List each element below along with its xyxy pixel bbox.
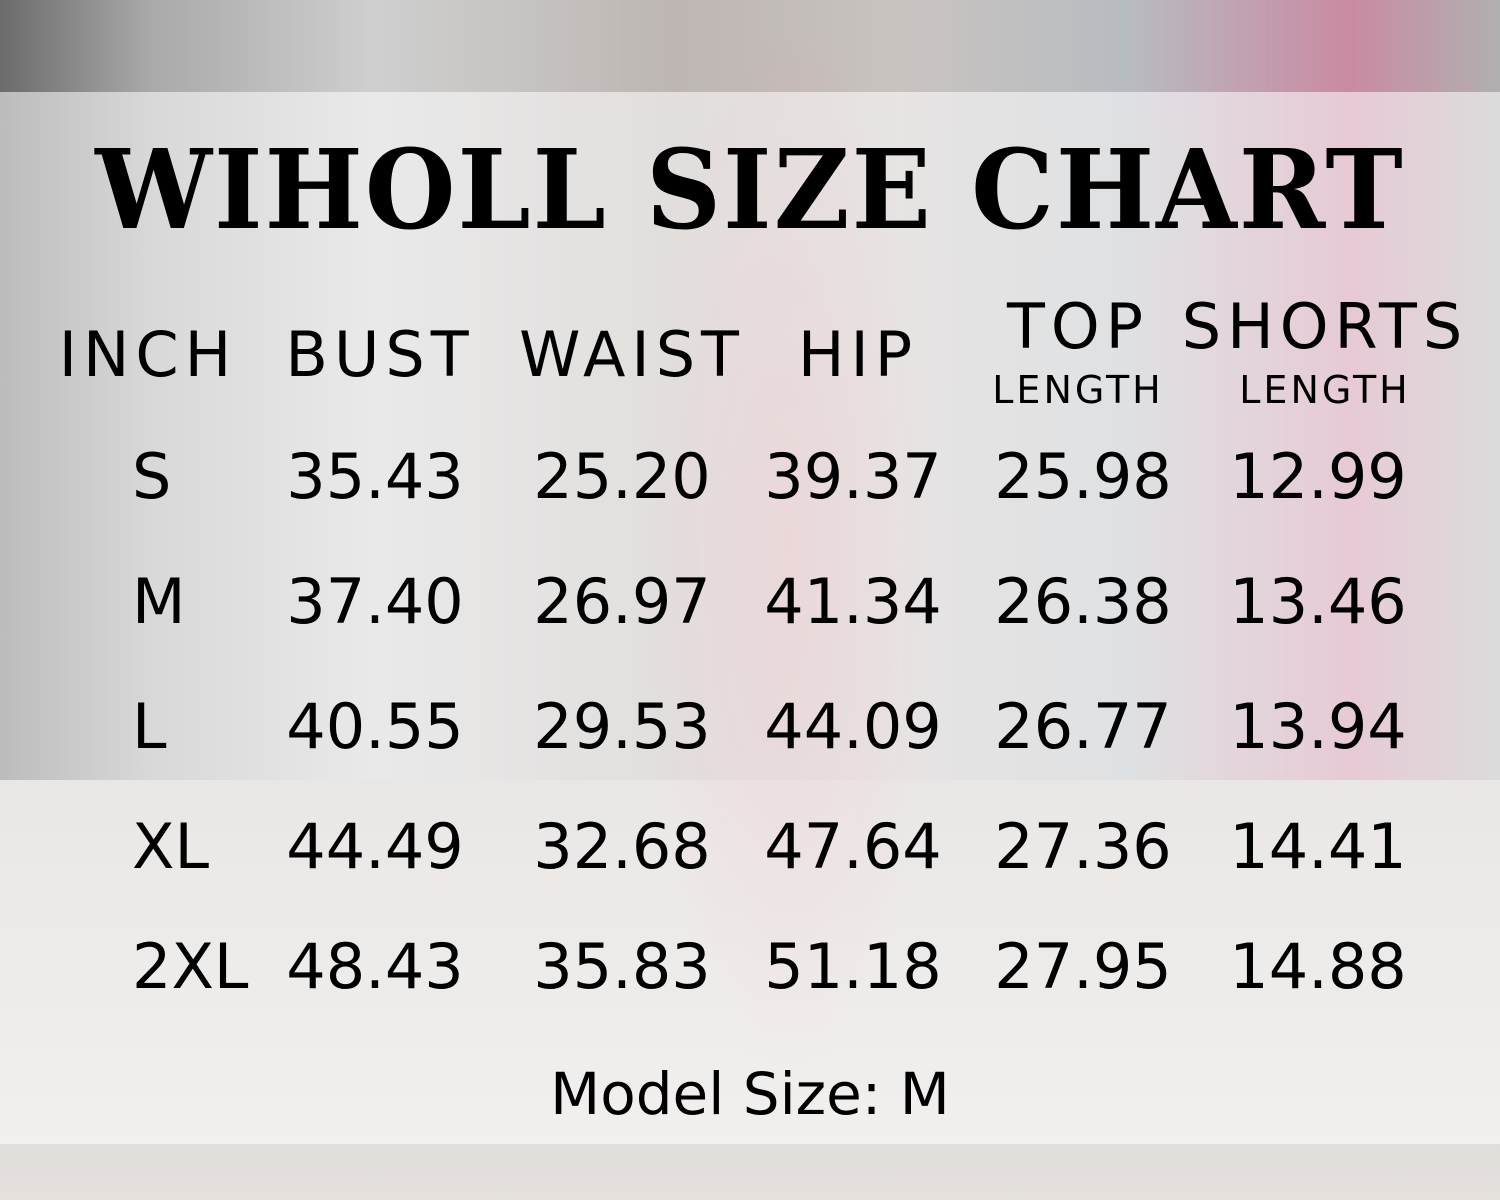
table-cell: 29.53	[533, 690, 711, 763]
table-cell: 32.68	[533, 810, 711, 883]
header-hip: HIP	[797, 318, 919, 391]
table-cell: 44.09	[764, 690, 942, 763]
table-cell: 47.64	[764, 810, 942, 883]
table-cell: 40.55	[286, 690, 464, 763]
table-cell: 37.40	[286, 565, 464, 638]
table-cell: 41.34	[764, 565, 942, 638]
size-label: XL	[132, 810, 210, 883]
table-cell: 26.38	[994, 565, 1172, 638]
size-label: L	[132, 690, 167, 763]
header-inch: INCH	[58, 318, 238, 391]
table-cell: 14.88	[1229, 930, 1407, 1003]
table-cell: 44.49	[286, 810, 464, 883]
table-cell: 26.97	[533, 565, 711, 638]
table-cell: 14.41	[1229, 810, 1407, 883]
table-cell: 51.18	[764, 930, 942, 1003]
table-cell: 48.43	[286, 930, 464, 1003]
table-cell: 27.95	[994, 930, 1172, 1003]
size-label: 2XL	[132, 930, 249, 1003]
header-bust: BUST	[285, 318, 475, 391]
table-cell: 26.77	[994, 690, 1172, 763]
table-cell: 25.98	[994, 440, 1172, 513]
table-cell: 12.99	[1229, 440, 1407, 513]
chart-title: WIHOLL SIZE CHART	[95, 124, 1405, 255]
model-size: Model Size: M	[550, 1060, 950, 1128]
header-top-sub: LENGTH	[992, 368, 1164, 412]
table-cell: 39.37	[764, 440, 942, 513]
header-shorts-sub: LENGTH	[1239, 368, 1411, 412]
table-cell: 13.46	[1229, 565, 1407, 638]
size-label: M	[132, 565, 186, 638]
header-top: TOP	[1006, 290, 1150, 363]
chart-overlay	[0, 92, 1500, 1144]
table-cell: 25.20	[533, 440, 711, 513]
header-waist: WAIST	[519, 318, 745, 391]
table-cell: 13.94	[1229, 690, 1407, 763]
table-cell: 35.43	[286, 440, 464, 513]
table-cell: 35.83	[533, 930, 711, 1003]
size-label: S	[132, 440, 172, 513]
table-cell: 27.36	[994, 810, 1172, 883]
header-shorts: SHORTS	[1181, 290, 1469, 363]
